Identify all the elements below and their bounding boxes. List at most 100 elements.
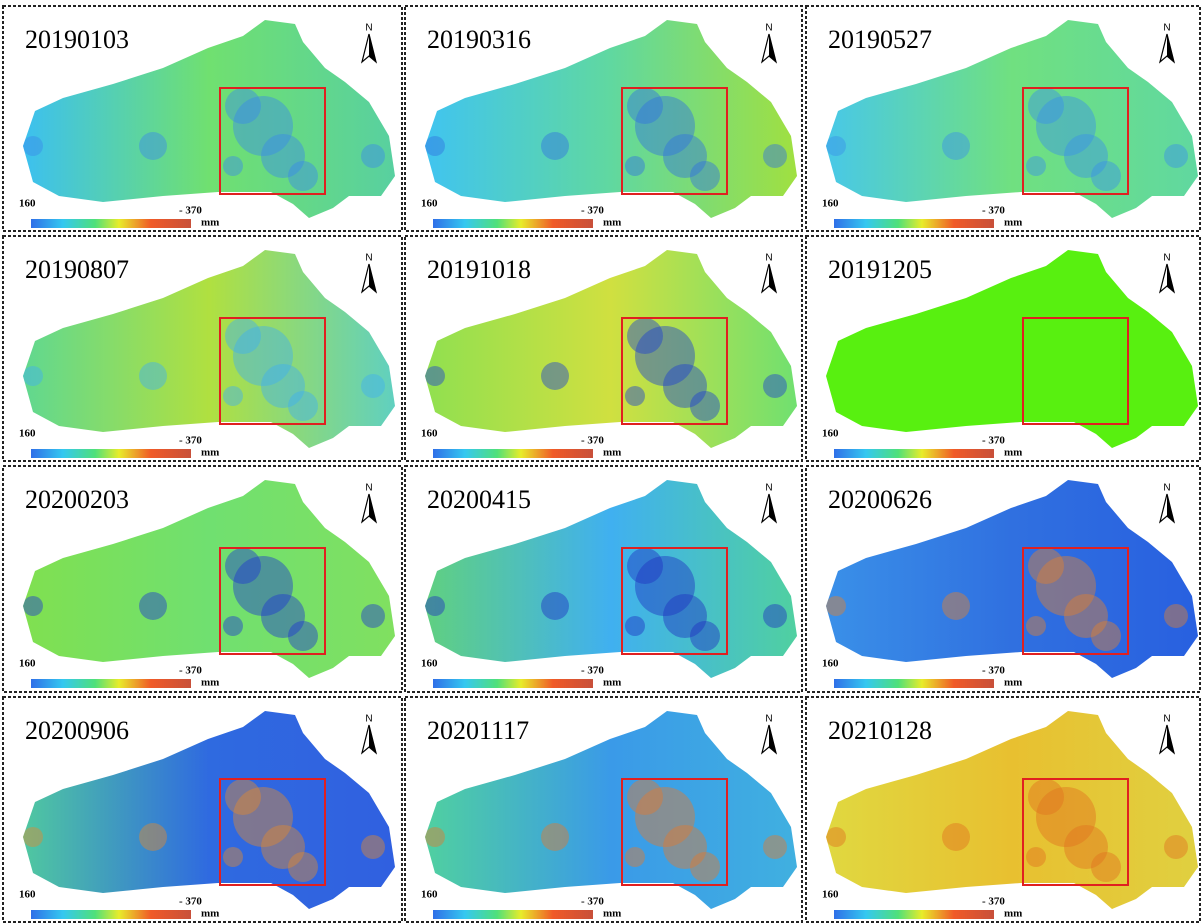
map-blob: [223, 386, 243, 406]
map-blob: [139, 132, 167, 160]
legend-unit: mm: [1004, 447, 1022, 459]
legend-colorbar: [834, 449, 994, 458]
legend-colorbar: [834, 219, 994, 228]
legend-colorbar: [433, 219, 593, 228]
legend-min-label: 160: [421, 198, 438, 210]
map-panel: 20200203N160- 370mm: [3, 466, 402, 692]
legend-max-label: - 370: [982, 205, 1005, 217]
north-label: N: [765, 714, 772, 725]
date-label: 20201117: [427, 716, 529, 745]
map-blob: [361, 374, 385, 398]
north-label: N: [1163, 253, 1170, 264]
map-blob: [361, 144, 385, 168]
map-blob: [942, 823, 970, 851]
legend-max-label: - 370: [581, 435, 604, 447]
north-label: N: [1163, 483, 1170, 494]
map-blob: [225, 548, 261, 584]
legend-colorbar: [433, 910, 593, 919]
map-blob: [23, 827, 43, 847]
map-panel: 20190527 N 160 - 370mm: [806, 6, 1200, 231]
legend-max-label: - 370: [179, 896, 202, 908]
legend-min-label: 160: [421, 889, 438, 901]
date-label: 20190103: [25, 25, 129, 54]
map-blob: [625, 156, 645, 176]
legend-colorbar: [433, 679, 593, 688]
map-blob: [1028, 779, 1064, 815]
map-blob: [1091, 161, 1121, 191]
map-blob: [826, 827, 846, 847]
map-blob: [541, 592, 569, 620]
legend-colorbar: [31, 219, 191, 228]
legend-min-label: 160: [19, 198, 36, 210]
map-blob: [1026, 616, 1046, 636]
north-label: N: [365, 483, 372, 494]
map-blob: [1091, 852, 1121, 882]
map-blob: [225, 318, 261, 354]
map-blob: [425, 596, 445, 616]
map-blob: [288, 852, 318, 882]
north-label: N: [765, 253, 772, 264]
legend-min-label: 160: [822, 658, 839, 670]
legend-unit: mm: [201, 677, 219, 689]
map-blob: [425, 366, 445, 386]
legend-max-label: - 370: [982, 665, 1005, 677]
legend-unit: mm: [603, 217, 621, 229]
map-blob: [139, 362, 167, 390]
date-label: 20190527: [828, 25, 932, 54]
map-blob: [627, 318, 663, 354]
figure: 20190103N160- 370mm20190316N160- 370mm20…: [0, 0, 1203, 924]
map-blob: [23, 136, 43, 156]
map-blob: [223, 616, 243, 636]
legend-colorbar: [31, 449, 191, 458]
legend-colorbar: [31, 910, 191, 919]
legend-unit: mm: [603, 908, 621, 920]
legend-unit: mm: [1004, 908, 1022, 920]
date-label: 20200415: [427, 485, 531, 514]
map-blob: [763, 835, 787, 859]
map-blob: [690, 391, 720, 421]
map-blob: [627, 88, 663, 124]
map-blob: [225, 88, 261, 124]
north-label: N: [1163, 23, 1170, 34]
map-blob: [1164, 144, 1188, 168]
map-blob: [288, 161, 318, 191]
map-blob: [225, 779, 261, 815]
map-panel: 20200415N160- 370mm: [405, 466, 802, 692]
map-grid: 20190103N160- 370mm20190316N160- 370mm20…: [0, 0, 1203, 924]
legend-min-label: 160: [822, 198, 839, 210]
north-label: N: [1163, 714, 1170, 725]
legend-max-label: - 370: [179, 205, 202, 217]
map-blob: [763, 144, 787, 168]
map-blob: [425, 136, 445, 156]
map-blob: [288, 391, 318, 421]
legend-unit: mm: [603, 677, 621, 689]
legend-unit: mm: [201, 217, 219, 229]
map-blob: [139, 823, 167, 851]
map-blob: [23, 596, 43, 616]
map-blob: [1026, 156, 1046, 176]
map-blob: [23, 366, 43, 386]
map-blob: [763, 374, 787, 398]
map-blob: [625, 616, 645, 636]
map-blob: [690, 161, 720, 191]
map-blob: [625, 847, 645, 867]
legend-max-label: - 370: [581, 665, 604, 677]
north-label: N: [365, 714, 372, 725]
map-blob: [826, 596, 846, 616]
map-blob: [361, 835, 385, 859]
date-label: 20190807: [25, 255, 129, 284]
legend-colorbar: [834, 910, 994, 919]
map-blob: [541, 823, 569, 851]
map-blob: [942, 132, 970, 160]
map-blob: [1091, 621, 1121, 651]
date-label: 20190316: [427, 25, 531, 54]
north-label: N: [365, 253, 372, 264]
legend-unit: mm: [1004, 217, 1022, 229]
legend-min-label: 160: [822, 889, 839, 901]
legend-min-label: 160: [822, 428, 839, 440]
legend-unit: mm: [1004, 677, 1022, 689]
